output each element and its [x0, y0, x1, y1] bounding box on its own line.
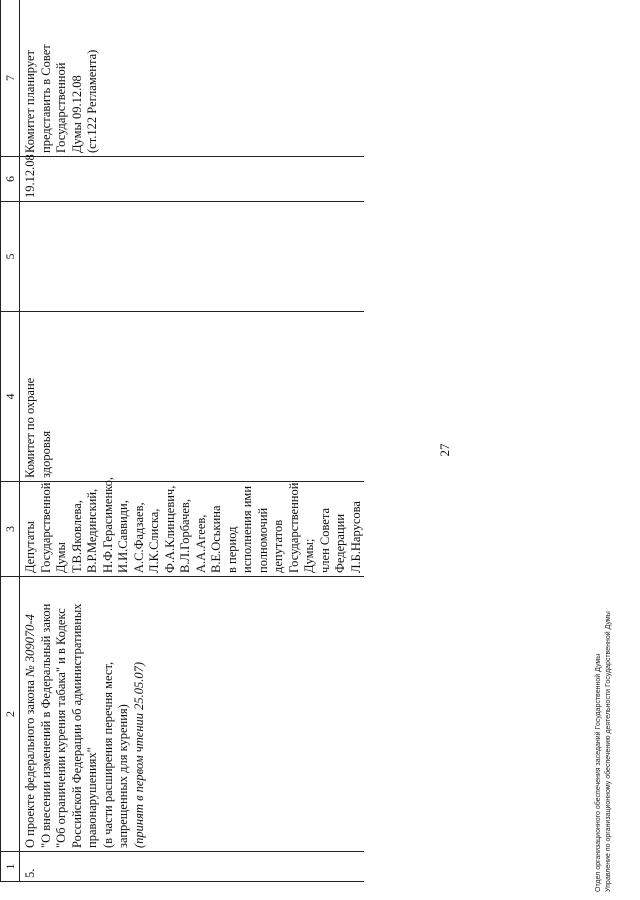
page-footer: Отдел организационного обеспечения засед…	[594, 292, 614, 892]
column-number-1: 1	[0, 851, 20, 882]
author-line: Думы	[54, 542, 68, 573]
bills-table: 1 2 3 4 5 6 7 5. О проекте федерального …	[0, 0, 364, 882]
column-number-2: 2	[0, 576, 20, 852]
author-line: Ф.А.Клинцевич,	[162, 485, 177, 573]
bill-authors: Депутаты Государственной Думы Т.В.Яковле…	[19, 477, 364, 577]
date-cell: 19.12.08	[19, 154, 364, 202]
adopted-note: (принят в первом чтении 25.05.07)	[131, 661, 146, 848]
author-line: Н.Ф.Герасименко,	[100, 477, 115, 573]
bill-title-line: правонарушениях"	[85, 747, 99, 848]
author-line: Т.В.Яковлева,	[69, 500, 84, 573]
author-line: И.И.Саввиди,	[116, 500, 130, 573]
author-line: Государственной	[286, 482, 301, 573]
author-line: Федерации	[333, 513, 347, 573]
plan-cell: Комитет планирует представить в Совет Го…	[19, 0, 364, 157]
bill-heading: О проекте федерального закона № 309070-4	[23, 580, 39, 848]
author-line: в период	[224, 526, 239, 573]
plan-line: Комитет планирует	[23, 50, 37, 153]
bill-title-line: "О внесении изменений в Федеральный зако…	[38, 603, 53, 848]
column-number-7: 7	[0, 0, 20, 157]
author-line: полномочий	[255, 507, 270, 573]
author-line: А.С.Фадзаев,	[131, 502, 146, 573]
bill-title-line: "Об ограничении курения табака" и в Коде…	[54, 608, 68, 848]
author-line: В.Р.Мединский,	[85, 488, 99, 573]
column-number-4: 4	[0, 311, 20, 482]
bill-prefix: О проекте федерального закона	[23, 677, 37, 848]
plan-line: Государственной	[54, 62, 68, 153]
plan-line: (ст.122 Регламента)	[85, 49, 99, 153]
bill-title-line: запрещенных для курения)	[116, 704, 130, 848]
plan-line: представить в Совет	[38, 44, 53, 153]
bill-title-line: (в части расширения перечня мест,	[100, 661, 115, 848]
footer-directorate: Управление по организационному обеспечен…	[605, 611, 612, 892]
author-line: А.А.Агеев,	[193, 514, 208, 573]
responsible-committee: Комитет по охране здоровья	[19, 311, 364, 482]
author-line: Государственной	[38, 482, 53, 573]
page-number: 27	[437, 443, 452, 457]
footer-department: Отдел организационного обеспечения засед…	[595, 653, 602, 892]
author-line: Депутаты	[23, 521, 37, 573]
plan-line: Думы 09.12.08	[69, 75, 84, 153]
row-number: 5.	[19, 851, 364, 882]
author-line: член Совета	[317, 507, 332, 573]
column-number-3: 3	[0, 481, 20, 577]
author-line: исполнения ими	[240, 485, 254, 573]
bill-description: О проекте федерального закона № 309070-4…	[19, 576, 364, 852]
author-line: В.Е.Оськина	[209, 505, 223, 574]
column-number-5: 5	[0, 201, 20, 312]
bill-title-line: Российской Федерации об административных	[69, 603, 84, 848]
author-line: В.Л.Горбачев,	[178, 499, 192, 573]
column-5-cell	[19, 201, 364, 312]
table-row: 5. О проекте федерального закона № 30907…	[19, 0, 364, 882]
column-number-6: 6	[0, 156, 20, 202]
committee-line: здоровья	[38, 430, 53, 478]
author-line: депутатов	[271, 519, 285, 573]
author-line: Л.К.Слиска,	[147, 508, 161, 573]
author-line: Л.Б.Нарусова	[348, 501, 363, 573]
column-number-row: 1 2 3 4 5 6 7	[0, 0, 20, 882]
committee-line: Комитет по охране	[23, 377, 37, 478]
bill-number: № 309070-4	[23, 614, 37, 677]
author-line: Думы;	[302, 538, 316, 573]
